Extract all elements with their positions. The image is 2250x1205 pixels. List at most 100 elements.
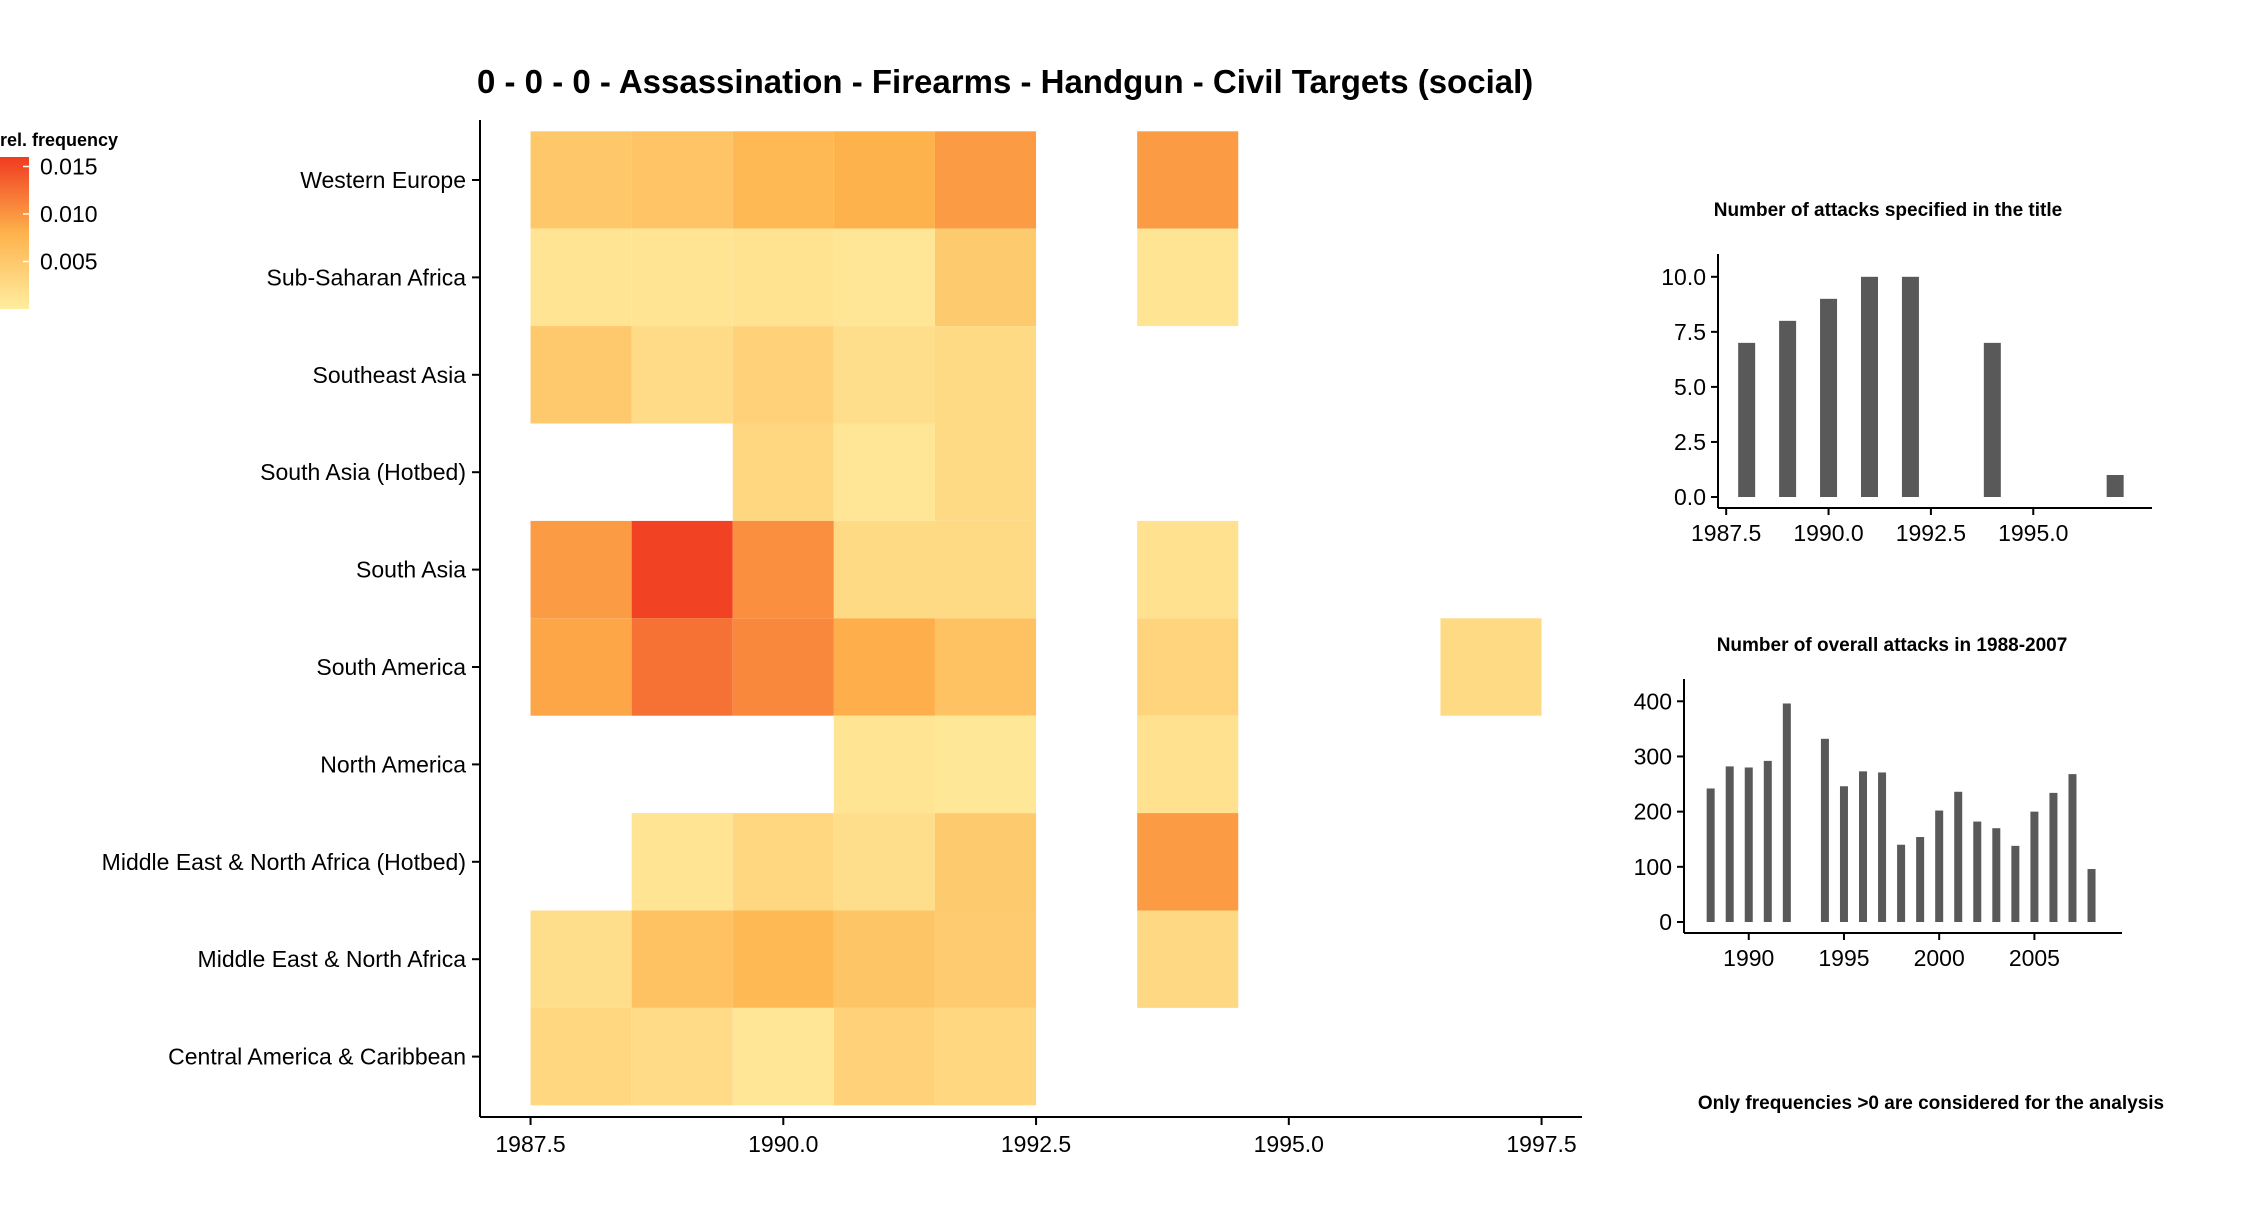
heatmap-cell — [833, 1007, 935, 1106]
legend-tick-label: 0.010 — [40, 201, 98, 227]
heatmap-x-tick-label: 1990.0 — [748, 1131, 818, 1157]
heatmap-cell — [530, 910, 632, 1008]
heatmap-cell — [732, 131, 834, 229]
bar-y-tick-label: 7.5 — [1674, 319, 1706, 345]
heatmap-cell — [732, 326, 834, 424]
heatmap-cell — [833, 618, 935, 716]
heatmap-y-tick-label: Sub-Saharan Africa — [267, 264, 467, 290]
heatmap-cell — [631, 131, 733, 229]
bar-x-tick-label: 1992.5 — [1896, 520, 1966, 546]
heatmap-y-tick-label: Western Europe — [300, 167, 466, 193]
bar-y-tick-label: 2.5 — [1674, 429, 1706, 455]
heatmap-cell — [732, 1007, 834, 1106]
footnote: Only frequencies >0 are considered for t… — [1698, 1093, 2164, 1114]
bar-y-tick-label: 100 — [1634, 854, 1672, 880]
bar — [2049, 792, 2058, 922]
heatmap-cell — [934, 326, 1037, 424]
heatmap-cell — [631, 326, 733, 424]
bar — [1744, 767, 1753, 922]
heatmap-y-tick-label: South Asia (Hotbed) — [260, 459, 466, 485]
bar — [1725, 766, 1734, 922]
heatmap-x-tick-label: 1987.5 — [495, 1131, 565, 1157]
bar-chart-specified-attacks: Number of attacks specified in the title… — [1661, 200, 2152, 546]
heatmap-cell — [530, 520, 632, 619]
heatmap-y-tick-label: South Asia — [356, 557, 466, 583]
bar — [2068, 774, 2077, 922]
heatmap-cell — [631, 520, 733, 619]
legend-tick-label: 0.005 — [40, 249, 98, 275]
heatmap-cell — [934, 618, 1037, 716]
heatmap-cell — [833, 813, 935, 911]
heatmap-cell — [631, 910, 733, 1008]
bar-y-tick-label: 200 — [1634, 799, 1672, 825]
bar — [1779, 320, 1797, 497]
bar-y-tick-label: 400 — [1634, 688, 1672, 714]
heatmap-cell — [530, 1007, 632, 1106]
heatmap-cell — [1137, 813, 1239, 911]
bar — [2087, 869, 2096, 922]
heatmap-cell — [833, 715, 935, 814]
heatmap-x-tick-label: 1995.0 — [1254, 1131, 1324, 1157]
bar — [1860, 276, 1878, 497]
heatmap-y-tick-label: South America — [316, 654, 466, 680]
heatmap-x-tick-label: 1997.5 — [1506, 1131, 1576, 1157]
bar — [1782, 703, 1791, 922]
bar — [1820, 738, 1829, 922]
bar — [2011, 845, 2020, 922]
heatmap-cell — [530, 618, 632, 716]
bar — [1935, 810, 1944, 922]
heatmap-cell — [631, 228, 733, 327]
bar-chart-1-title: Number of attacks specified in the title — [1714, 200, 2062, 221]
heatmap-y-tick-label: North America — [320, 751, 466, 777]
heatmap-cell — [732, 813, 834, 911]
heatmap-cell — [530, 131, 632, 229]
bar — [1763, 760, 1772, 922]
chart-title: 0 - 0 - 0 - Assassination - Firearms - H… — [477, 63, 1533, 100]
legend-title: rel. frequency — [0, 130, 118, 150]
legend-tick-label: 0.015 — [40, 154, 98, 180]
heatmap-cell — [1137, 520, 1239, 619]
bar-x-tick-label: 1995.0 — [1998, 520, 2068, 546]
bar — [1706, 788, 1715, 922]
heatmap-cell — [1137, 228, 1239, 327]
bar-x-tick-label: 2000 — [1914, 945, 1965, 971]
color-legend: rel. frequency 0.005 0.010 0.015 — [0, 130, 118, 309]
bar — [1992, 828, 2001, 922]
heatmap-cell — [934, 520, 1037, 619]
heatmap-cell — [934, 813, 1037, 911]
bar-x-tick-label: 2005 — [2009, 945, 2060, 971]
bar — [1859, 771, 1868, 922]
heatmap-cell — [732, 618, 834, 716]
heatmap-cell — [732, 910, 834, 1008]
bar-chart-overall-attacks: Number of overall attacks in 1988-2007 0… — [1634, 635, 2122, 971]
bar — [1738, 342, 1756, 497]
bar-y-tick-label: 0.0 — [1674, 484, 1706, 510]
heatmap-cell — [1440, 618, 1542, 716]
heatmap-cell — [833, 910, 935, 1008]
heatmap-cell — [833, 131, 935, 229]
heatmap-cell — [1137, 131, 1239, 229]
heatmap-cell — [732, 228, 834, 327]
heatmap-cell — [934, 423, 1037, 521]
bar-x-tick-label: 1995 — [1818, 945, 1869, 971]
bar — [1839, 786, 1848, 922]
bar-y-tick-label: 10.0 — [1661, 264, 1706, 290]
bar-chart-2-title: Number of overall attacks in 1988-2007 — [1717, 635, 2068, 656]
heatmap-cell — [732, 520, 834, 619]
bar — [1983, 342, 2001, 497]
heatmap-y-tick-label: Middle East & North Africa (Hotbed) — [102, 849, 466, 875]
heatmap-cell — [934, 715, 1037, 814]
heatmap-cell — [934, 228, 1037, 327]
bar — [2030, 811, 2039, 922]
heatmap-y-tick-label: Southeast Asia — [313, 362, 467, 388]
bar-y-tick-label: 5.0 — [1674, 374, 1706, 400]
heatmap-panel: Central America & Caribbean Middle East &… — [102, 120, 1582, 1157]
bar-x-tick-label: 1987.5 — [1691, 520, 1761, 546]
heatmap-cell — [934, 131, 1037, 229]
heatmap-y-tick-label: Middle East & North Africa — [198, 946, 467, 972]
heatmap-cell — [530, 228, 632, 327]
bar-y-tick-label: 300 — [1634, 743, 1672, 769]
bar — [1878, 772, 1887, 922]
